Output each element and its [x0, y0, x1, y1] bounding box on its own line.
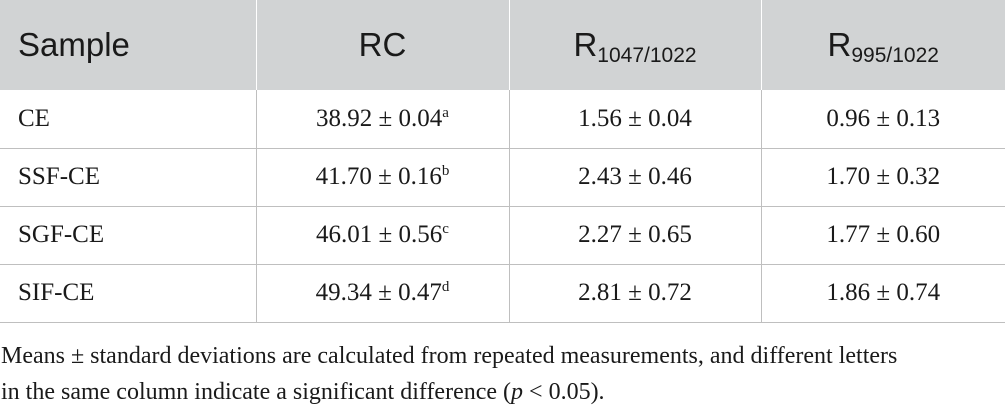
cell-rc-value: 46.01 ± 0.56 [316, 221, 443, 248]
cell-sample: CE [18, 104, 50, 132]
cell-rc: 38.92 ± 0.04a [255, 90, 509, 148]
footnote-p-variable: p [511, 379, 524, 405]
cell-rc: 49.34 ± 0.47d [255, 263, 509, 323]
table-row: CE 38.92 ± 0.04a 1.56 ± 0.04 0.96 ± 0.13 [0, 90, 1005, 148]
data-table-container: Sample RC R1047/1022 R995/1022 CE 38.92 … [0, 0, 1005, 323]
table-footnote: Means ± standard deviations are calculat… [0, 338, 1005, 410]
header-sample: Sample [18, 26, 130, 63]
cell-r1047-1022: 1.56 ± 0.04 [508, 90, 761, 148]
cell-rc-letter: b [441, 163, 450, 179]
cell-rc-value: 41.70 ± 0.16 [315, 163, 442, 190]
footnote-line-2-text: in the same column indicate a significan… [1, 379, 512, 405]
cell-sample: SSF-CE [0, 147, 256, 206]
cell-r1047-1022: 2.81 ± 0.72 [508, 263, 761, 323]
cell-r995-1022: 1.77 ± 0.60 [760, 205, 1005, 264]
table-row: SIF-CE 49.34 ± 0.47d 2.81 ± 0.72 1.86 ± … [0, 263, 1005, 323]
footnote-line-2-end: < 0.05). [523, 379, 605, 405]
cell-r995-1022: 1.86 ± 0.74 [760, 263, 1005, 323]
table-row: SGF-CE 46.01 ± 0.56c 2.27 ± 0.65 1.77 ± … [0, 205, 1005, 264]
footnote-line-1: Means ± standard deviations are calculat… [1, 343, 898, 369]
header-r995-1022-base: R [827, 26, 852, 63]
header-r1047-1022-base: R [573, 26, 598, 63]
footnote-line-2: in the same column indicate a significan… [1, 374, 1005, 410]
cell-rc-letter: a [442, 104, 449, 121]
cell-sample: SIF-CE [0, 263, 256, 323]
cell-rc-letter: c [442, 221, 449, 237]
cell-r995-1022: 1.70 ± 0.32 [760, 147, 1005, 206]
header-r995-1022-subscript: 995/1022 [851, 44, 939, 67]
cell-rc-letter: d [441, 279, 450, 295]
cell-r1047-1022: 2.27 ± 0.65 [508, 205, 761, 264]
table-header: Sample RC R1047/1022 R995/1022 [0, 0, 1005, 90]
header-r1047-1022: R1047/1022 [508, 0, 761, 90]
cell-r1047-1022: 2.43 ± 0.46 [508, 147, 761, 206]
header-rc: RC [255, 0, 509, 90]
header-row: Sample RC R1047/1022 R995/1022 [0, 0, 1005, 90]
cell-sample: SGF-CE [0, 205, 256, 264]
header-r995-1022: R995/1022 [760, 0, 1005, 90]
cell-r995-1022: 0.96 ± 0.13 [760, 90, 1005, 148]
results-table: Sample RC R1047/1022 R995/1022 CE 38.92 … [0, 0, 1005, 323]
cell-rc-value: 49.34 ± 0.47 [315, 279, 442, 306]
table-body: CE 38.92 ± 0.04a 1.56 ± 0.04 0.96 ± 0.13… [0, 90, 1005, 323]
cell-rc: 41.70 ± 0.16b [255, 147, 509, 206]
cell-rc: 46.01 ± 0.56c [255, 205, 509, 264]
cell-rc-value: 38.92 ± 0.04 [316, 104, 443, 132]
table-row: SSF-CE 41.70 ± 0.16b 2.43 ± 0.46 1.70 ± … [0, 147, 1005, 206]
header-r1047-1022-subscript: 1047/1022 [597, 44, 697, 67]
